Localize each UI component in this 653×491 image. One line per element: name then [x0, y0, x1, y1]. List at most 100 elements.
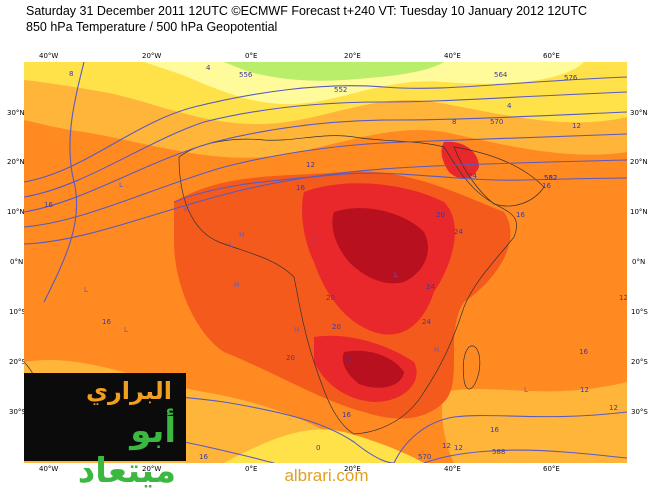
contour-label: 12 [580, 386, 589, 394]
lat-label-right: 30°S [631, 408, 648, 416]
contour-label: 556 [239, 71, 253, 79]
logo-badge: البراري أبو ميتعاد [24, 373, 186, 491]
pressure-marker: L [84, 286, 88, 294]
contour-label: 576 [564, 74, 578, 82]
contour-label: 570 [418, 453, 431, 461]
pressure-marker: H [184, 206, 189, 214]
lon-label-bottom: 20°W [142, 465, 162, 473]
contour-label: 24 [426, 283, 435, 291]
lon-label-bottom: 40°E [444, 465, 461, 473]
pressure-marker: L [229, 241, 233, 249]
chart-title: Saturday 31 December 2011 12UTC ©ECMWF F… [26, 4, 587, 18]
lat-label-right: 20°S [631, 358, 648, 366]
band-southafrica-dark-red [342, 350, 404, 388]
contour-label: 24 [422, 318, 431, 326]
contour-label: 12 [306, 161, 315, 169]
chart-subtitle: 850 hPa Temperature / 500 hPa Geopotenti… [26, 20, 278, 34]
coastline-africa [178, 135, 517, 435]
contour-label: 16 [296, 184, 305, 192]
contour-label: 8 [69, 70, 73, 78]
band-north-green [224, 62, 444, 81]
contour-label: 4 [206, 64, 211, 72]
weather-map: L H L L H L H H L L H L 8 4 552 556 564 … [24, 62, 627, 463]
contour-label: 582 [544, 174, 557, 182]
contour-label: 24 [454, 228, 463, 236]
contour-label: 20 [326, 294, 335, 302]
band-ethiopia-red [441, 141, 479, 179]
contour-label: 16 [199, 453, 208, 461]
contour-line [24, 133, 627, 228]
lon-label-bottom: 40°W [39, 465, 59, 473]
lon-label-bottom: 20°E [344, 465, 361, 473]
contour-label: 24 [468, 172, 477, 180]
pressure-marker: H [239, 231, 244, 239]
contour-label: 564 [494, 71, 508, 79]
contour-label: 20 [286, 354, 295, 362]
contour-label: 16 [102, 318, 111, 326]
lat-label-left: 20°S [9, 358, 26, 366]
contour-label: 16 [579, 348, 588, 356]
lat-label-left: 20°N [7, 158, 25, 166]
contour-line [393, 411, 627, 463]
lon-label-bottom: 60°E [543, 465, 560, 473]
contour-line [24, 76, 627, 183]
contour-line [43, 62, 85, 303]
contour-label: 12 [609, 404, 618, 412]
pressure-marker: H [434, 346, 439, 354]
contour-label: 588 [492, 448, 505, 456]
contour-line [24, 159, 627, 245]
lat-label-right: 30°N [630, 109, 648, 117]
band-south-yellow [224, 429, 424, 463]
coastline-arabia [453, 146, 545, 207]
contour-label: 20 [436, 211, 445, 219]
lon-label-top: 0°E [245, 52, 258, 60]
lat-label-right: 10°N [630, 208, 648, 216]
lat-label-right: 10°S [631, 308, 648, 316]
contour-label: 12 [572, 122, 581, 130]
contour-line [423, 449, 627, 463]
pressure-marker: L [394, 271, 398, 279]
pressure-marker: L [524, 386, 528, 394]
lon-label-top: 40°W [39, 52, 59, 60]
contour-label: 20 [332, 323, 341, 331]
footer-watermark: albrari.com [284, 466, 369, 485]
pressure-marker: H [234, 281, 239, 289]
contour-label: 12 [619, 294, 627, 302]
contour-label: 570 [490, 118, 503, 126]
lon-label-top: 20°E [344, 52, 361, 60]
contour-line [24, 91, 627, 198]
contour-label: 12 [442, 442, 451, 450]
lat-label-right: 20°N [630, 158, 648, 166]
lon-label-bottom: 0°E [245, 465, 258, 473]
lat-label-left: 30°N [7, 109, 25, 117]
lat-label-left: 10°S [9, 308, 26, 316]
contour-label: 552 [544, 174, 557, 182]
contour-label: 16 [44, 201, 53, 209]
contour-label: 16 [490, 426, 499, 434]
lat-label-left: 0°N [10, 258, 24, 266]
contour-label: 4 [507, 102, 512, 110]
lat-label-left: 30°S [9, 408, 26, 416]
contour-label: 12 [454, 444, 463, 452]
pressure-marker: L [119, 181, 123, 189]
pressure-marker: L [314, 236, 318, 244]
contour-label: 0 [316, 444, 320, 452]
lat-label-right: 0°N [632, 258, 646, 266]
logo-text-line1: البراري [85, 377, 172, 405]
logo-text-line2: أبو ميتعاد [77, 411, 176, 491]
band-southeast-orange-light [442, 382, 627, 463]
contour-label: 16 [516, 211, 525, 219]
contour-label: 16 [342, 411, 351, 419]
contour-label: 8 [452, 118, 456, 126]
contour-line [24, 111, 627, 213]
contour-label: 24 [342, 356, 351, 364]
band-africa-dark-red [332, 208, 428, 284]
coastline-madagascar [462, 345, 481, 390]
pressure-marker: L [124, 326, 128, 334]
lat-label-left: 10°N [7, 208, 25, 216]
pressure-marker: H [294, 326, 299, 334]
lon-label-top: 40°E [444, 52, 461, 60]
contour-line [173, 172, 627, 203]
contour-label: 16 [542, 182, 551, 190]
contour-label: 552 [334, 86, 347, 94]
